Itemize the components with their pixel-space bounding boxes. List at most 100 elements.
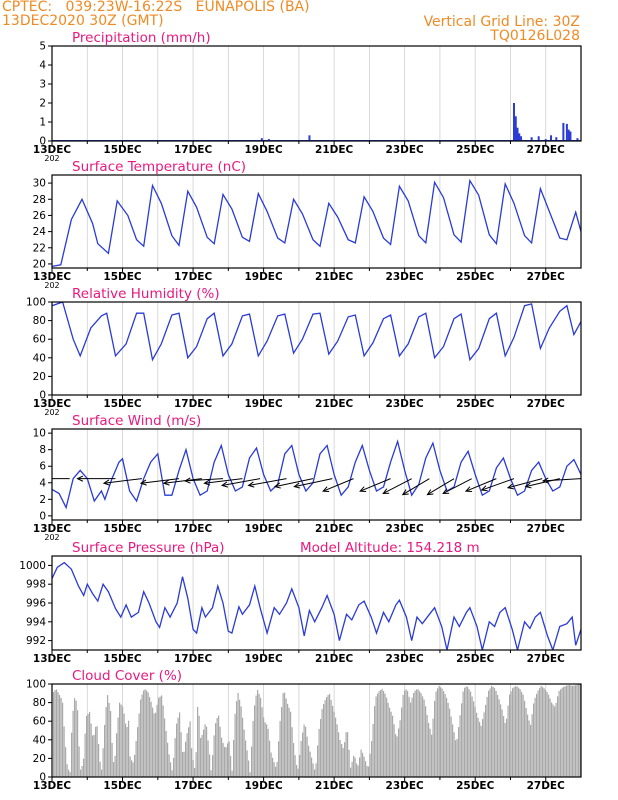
cloud-bar bbox=[371, 741, 373, 777]
cloud-bar bbox=[180, 732, 182, 777]
cloud-bar bbox=[339, 740, 341, 777]
cloud-bar bbox=[380, 690, 382, 777]
y-tick-label: 994 bbox=[26, 616, 46, 628]
precip-bar bbox=[544, 139, 547, 141]
cloud-bar bbox=[489, 688, 491, 777]
cloud-bar bbox=[158, 697, 160, 777]
precip-bar bbox=[565, 123, 568, 141]
precip-bar bbox=[576, 138, 579, 141]
cloud-bar bbox=[74, 698, 76, 777]
panel-frame bbox=[51, 555, 582, 651]
cloud-bar bbox=[249, 772, 251, 777]
y-tick-label: 998 bbox=[26, 579, 46, 591]
x-year-label: 202 bbox=[44, 533, 59, 542]
cloud-bar bbox=[326, 697, 328, 777]
wind-arrowhead bbox=[162, 479, 170, 486]
cloud-bar bbox=[495, 691, 497, 777]
cloud-bar bbox=[294, 755, 296, 777]
cloud-bar bbox=[189, 721, 191, 777]
x-tick-label: 15DEC bbox=[103, 523, 142, 535]
cloud-bar bbox=[473, 701, 475, 777]
cloud-bar bbox=[78, 746, 80, 777]
cloud-bar bbox=[75, 700, 77, 777]
cloud-bar bbox=[527, 714, 529, 777]
cloud-bar bbox=[474, 706, 476, 777]
cloud-bar bbox=[569, 685, 571, 777]
cloud-bar bbox=[536, 693, 538, 777]
y-tick-label: 992 bbox=[26, 635, 46, 647]
cloud-bar bbox=[150, 701, 152, 777]
cloud-bar bbox=[519, 689, 521, 777]
cloud-bar bbox=[525, 707, 527, 777]
cloud-bar bbox=[570, 685, 572, 777]
y-tick-label: 996 bbox=[26, 598, 46, 610]
cloud-bar bbox=[81, 765, 83, 777]
cloud-bar bbox=[551, 702, 553, 777]
cloud-bar bbox=[368, 766, 370, 777]
cloud-bar bbox=[255, 695, 257, 777]
cloud-bar bbox=[311, 757, 313, 777]
cloud-bar bbox=[212, 755, 214, 777]
cloud-bar bbox=[488, 690, 490, 777]
cloud-bar bbox=[470, 691, 472, 777]
cloud-bar bbox=[440, 687, 442, 777]
cloud-bar bbox=[137, 727, 139, 777]
cloud-bar bbox=[267, 728, 269, 777]
cloud-bar bbox=[89, 711, 91, 777]
cloud-bar bbox=[170, 762, 172, 777]
cloud-bar bbox=[573, 685, 575, 777]
y-tick-label: 60 bbox=[33, 334, 46, 346]
cloud-bar bbox=[263, 717, 265, 777]
wind-vector bbox=[274, 478, 314, 488]
cloud-bar bbox=[60, 698, 62, 777]
cloud-bar bbox=[182, 751, 184, 777]
panel-5: 0 20 40 60 80 100 13DEC 15DEC 17DEC 19DEC 21DEC 23D… bbox=[26, 668, 582, 792]
cloud-bar bbox=[92, 735, 94, 777]
cloud-bar bbox=[428, 722, 430, 777]
cloud-bar bbox=[303, 724, 305, 777]
cloud-bar bbox=[213, 735, 215, 777]
cloud-bar bbox=[110, 710, 112, 777]
cloud-bar bbox=[494, 688, 496, 777]
cloud-bar bbox=[113, 762, 115, 777]
cloud-bar bbox=[80, 769, 82, 777]
cloud-bar bbox=[155, 712, 157, 777]
cloud-bar bbox=[198, 715, 200, 777]
x-year-label: 202 bbox=[44, 281, 59, 290]
cloud-bar bbox=[558, 690, 560, 777]
cloud-bar bbox=[291, 727, 293, 777]
cloud-bar bbox=[275, 766, 277, 777]
wind-vector bbox=[382, 478, 412, 494]
precip-bar bbox=[562, 122, 565, 141]
cloud-bar bbox=[197, 706, 199, 777]
cloud-bar bbox=[456, 738, 458, 777]
cloud-bar bbox=[374, 706, 376, 777]
cloud-bar bbox=[429, 728, 431, 777]
cloud-bar bbox=[87, 713, 89, 777]
cloud-bar bbox=[63, 726, 65, 777]
wind-arrowhead bbox=[506, 483, 514, 490]
panel-title: Surface Temperature (nC) bbox=[72, 159, 246, 175]
cloud-bar bbox=[476, 712, 478, 777]
cloud-bar bbox=[503, 716, 505, 777]
cloud-bar bbox=[248, 760, 250, 777]
cloud-bar bbox=[509, 694, 511, 777]
cloud-bar bbox=[369, 753, 371, 777]
wind-vector bbox=[163, 478, 202, 484]
cloud-bar bbox=[356, 763, 358, 777]
x-tick-label: 17DEC bbox=[174, 144, 213, 156]
cloud-bar bbox=[128, 720, 130, 777]
cloud-bar bbox=[194, 767, 196, 777]
cloud-bar bbox=[162, 705, 164, 777]
precip-bar bbox=[567, 129, 570, 141]
cloud-bar bbox=[486, 696, 488, 777]
cloud-bar bbox=[251, 746, 253, 777]
precip-bar bbox=[514, 116, 517, 141]
x-year-label: 202 bbox=[44, 408, 59, 417]
cloud-bar bbox=[195, 752, 197, 777]
cloud-bar bbox=[302, 732, 304, 777]
cloud-bar bbox=[152, 707, 154, 777]
x-tick-label: 13DEC bbox=[33, 523, 72, 535]
panel-frame bbox=[51, 301, 582, 396]
cloud-bar bbox=[344, 742, 346, 777]
